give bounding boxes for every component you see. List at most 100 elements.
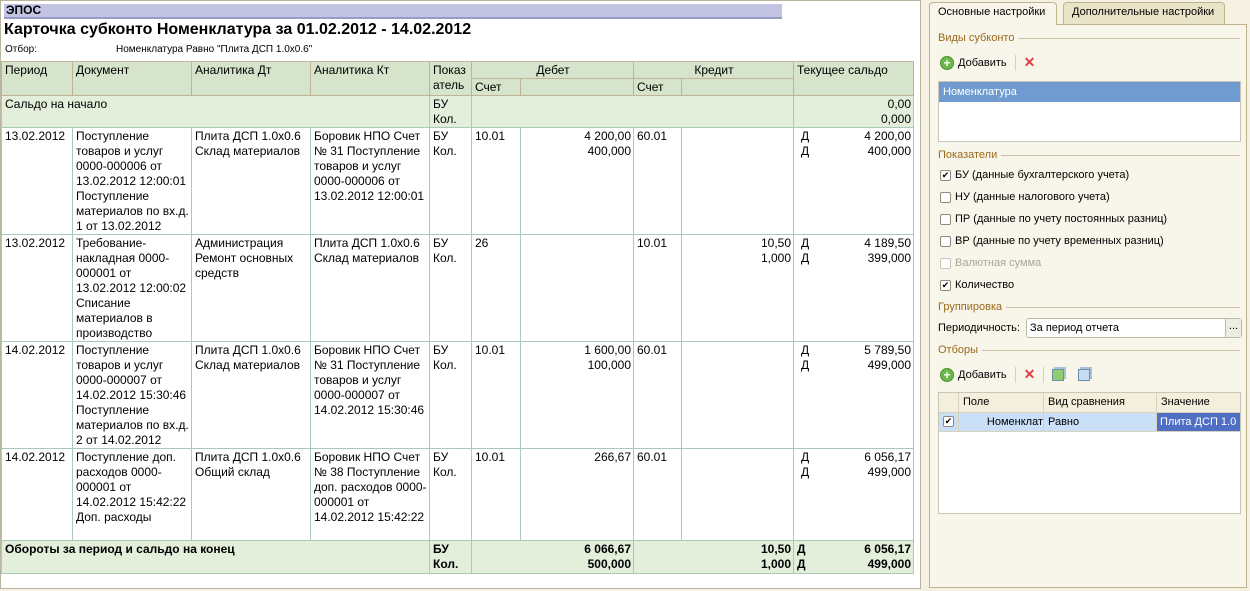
col-credit-account: Счет — [633, 78, 682, 96]
tab-main-settings[interactable]: Основные настройки — [929, 2, 1057, 25]
opening-label: Сальдо на начало — [1, 95, 430, 128]
indicator-checkbox: Валютная сумма — [940, 257, 1041, 269]
cell-indicator: БУ Кол. — [429, 127, 472, 235]
add-icon: + — [940, 367, 954, 382]
report-document: ЭПОС Карточка субконто Номенклатура за 0… — [0, 0, 921, 589]
cell-credit-sum: 10,50 1,000 — [681, 234, 794, 342]
col-field[interactable]: Поле — [959, 393, 1044, 412]
cell-document[interactable]: Требование-накладная 0000-000001 от 13.0… — [72, 234, 192, 342]
col-debit: Дебет — [471, 61, 634, 79]
cell-debit-account: 10.01 — [471, 127, 521, 235]
cell-indicator: БУ Кол. — [429, 448, 472, 541]
checkbox[interactable]: ✔ — [940, 169, 951, 181]
cell-balance: 6 056,17 499,000 — [864, 450, 911, 479]
cell-debit-account: 10.01 — [471, 448, 521, 541]
table-row: 13.02.2012 Требование-накладная 0000-000… — [1, 234, 914, 342]
indicator-label: НУ (данные налогового учета) — [955, 191, 1110, 203]
cell-analytics-dt: Администрация Ремонт основных средств — [191, 234, 311, 342]
col-balance: Текущее сальдо — [793, 61, 914, 96]
cell-debit-sum: 4 200,00 400,000 — [520, 127, 634, 235]
filter-label: Отбор: — [5, 44, 37, 55]
cell-analytics-dt: Плита ДСП 1.0x0.6 Общий склад — [191, 448, 311, 541]
cell-balance: 4 200,00 400,000 — [864, 129, 911, 158]
cell-credit-account: 60.01 — [633, 341, 682, 449]
opening-balance: 0,00 0,000 — [793, 95, 914, 128]
cell-credit-account: 60.01 — [633, 127, 682, 235]
report-header-bar: ЭПОС — [4, 4, 782, 19]
uncheck-all-icon[interactable] — [1078, 368, 1091, 381]
cell-balance: 4 189,50 399,000 — [864, 236, 911, 265]
cell-analytics-kt: Боровик НПО Счет № 31 Поступление товаро… — [310, 127, 430, 235]
cell-indicator: БУ Кол. — [429, 234, 472, 342]
subconto-section-title: Виды субконто — [938, 32, 1240, 44]
subconto-list[interactable]: Номенклатура — [938, 81, 1241, 142]
indicator-checkbox[interactable]: ВР (данные по учету временных разниц) — [940, 235, 1164, 247]
select-button[interactable]: ... — [1225, 319, 1241, 337]
indicator-label: ПР (данные по учету постоянных разниц) — [955, 213, 1168, 225]
filter-comparison[interactable]: Равно — [1044, 413, 1157, 431]
cell-analytics-kt: Плита ДСП 1.0x0.6 Склад материалов — [310, 234, 430, 342]
checkbox[interactable] — [940, 213, 951, 225]
check-all-icon[interactable] — [1052, 368, 1065, 381]
totals-credit: 10,50 1,000 — [633, 540, 794, 574]
cell-balance-side: Д Д — [801, 343, 810, 372]
filter-row[interactable]: ✔ Номенклат Равно Плита ДСП 1.0 — [939, 413, 1240, 432]
report-title: Карточка субконто Номенклатура за 01.02.… — [4, 21, 472, 38]
filter-value-cell[interactable]: Плита ДСП 1.0 — [1157, 413, 1240, 431]
totals-row: Обороты за период и сальдо на конец БУ К… — [1, 540, 914, 574]
indicator-checkbox[interactable]: НУ (данные налогового учета) — [940, 191, 1110, 203]
cell-analytics-kt: Боровик НПО Счет № 38 Поступление доп. р… — [310, 448, 430, 541]
cell-analytics-kt: Боровик НПО Счет № 31 Поступление товаро… — [310, 341, 430, 449]
col-comparison[interactable]: Вид сравнения — [1044, 393, 1157, 412]
totals-debit: 6 066,67 500,000 — [471, 540, 634, 574]
totals-balance: 6 056,17 499,000 — [864, 542, 911, 571]
table-row: 14.02.2012 Поступление товаров и услуг 0… — [1, 341, 914, 449]
cell-balance: 5 789,50 499,000 — [864, 343, 911, 372]
cell-debit-account: 26 — [471, 234, 521, 342]
cell-credit-sum — [681, 341, 794, 449]
cell-credit-sum — [681, 448, 794, 541]
filters-table: Поле Вид сравнения Значение ✔ Номенклат … — [938, 392, 1241, 514]
cell-document[interactable]: Поступление товаров и услуг 0000-000007 … — [72, 341, 192, 449]
cell-period: 13.02.2012 — [1, 234, 73, 342]
indicator-label: ВР (данные по учету временных разниц) — [955, 235, 1164, 247]
subconto-item[interactable]: Номенклатура — [939, 82, 1240, 102]
add-filter-button[interactable]: Добавить — [958, 368, 1007, 381]
checkbox[interactable] — [940, 235, 951, 247]
col-credit: Кредит — [633, 61, 794, 79]
periodicity-value: За период отчета — [1030, 322, 1119, 334]
totals-indicator: БУ Кол. — [429, 540, 472, 574]
col-analytics-kt: Аналитика Кт — [310, 61, 430, 96]
grouping-section-title: Группировка — [938, 301, 1240, 313]
indicator-label: Валютная сумма — [955, 257, 1042, 269]
col-value[interactable]: Значение — [1161, 396, 1210, 408]
cell-balance-side: Д Д — [801, 236, 810, 265]
filter-field[interactable]: Номенклат — [959, 413, 1044, 431]
cell-debit-sum: 266,67 — [520, 448, 634, 541]
col-indicator: Показ атель — [429, 61, 472, 96]
indicator-checkbox[interactable]: ✔ БУ (данные бухгалтерского учета) — [940, 169, 1129, 181]
cell-analytics-dt: Плита ДСП 1.0x0.6 Склад материалов — [191, 127, 311, 235]
cell-analytics-dt: Плита ДСП 1.0x0.6 Склад материалов — [191, 341, 311, 449]
filter-row-checkbox[interactable]: ✔ — [943, 416, 954, 427]
indicator-checkbox[interactable]: ПР (данные по учету постоянных разниц) — [940, 213, 1167, 225]
delete-icon[interactable]: ✕ — [1023, 366, 1036, 382]
filters-section-title: Отборы — [938, 344, 1240, 356]
delete-icon[interactable]: ✕ — [1023, 54, 1036, 70]
cell-debit-sum — [520, 234, 634, 342]
add-icon: + — [940, 55, 954, 70]
cell-debit-account: 10.01 — [471, 341, 521, 449]
periodicity-field[interactable]: За период отчета ... — [1026, 318, 1242, 338]
checkbox[interactable]: ✔ — [940, 279, 951, 291]
periodicity-label: Периодичность: — [938, 322, 1020, 334]
tab-additional-settings[interactable]: Дополнительные настройки — [1063, 2, 1225, 24]
add-subconto-button[interactable]: Добавить — [958, 56, 1007, 69]
indicator-checkbox[interactable]: ✔ Количество — [940, 279, 1014, 291]
col-document: Документ — [72, 61, 192, 96]
checkbox[interactable] — [940, 191, 951, 203]
cell-document[interactable]: Поступление товаров и услуг 0000-000006 … — [72, 127, 192, 235]
report-table: Период Документ Аналитика Дт Аналитика К… — [1, 61, 914, 574]
cell-credit-sum — [681, 127, 794, 235]
indicator-label: Количество — [955, 279, 1015, 291]
cell-document[interactable]: Поступление доп. расходов 0000-000001 от… — [72, 448, 192, 541]
